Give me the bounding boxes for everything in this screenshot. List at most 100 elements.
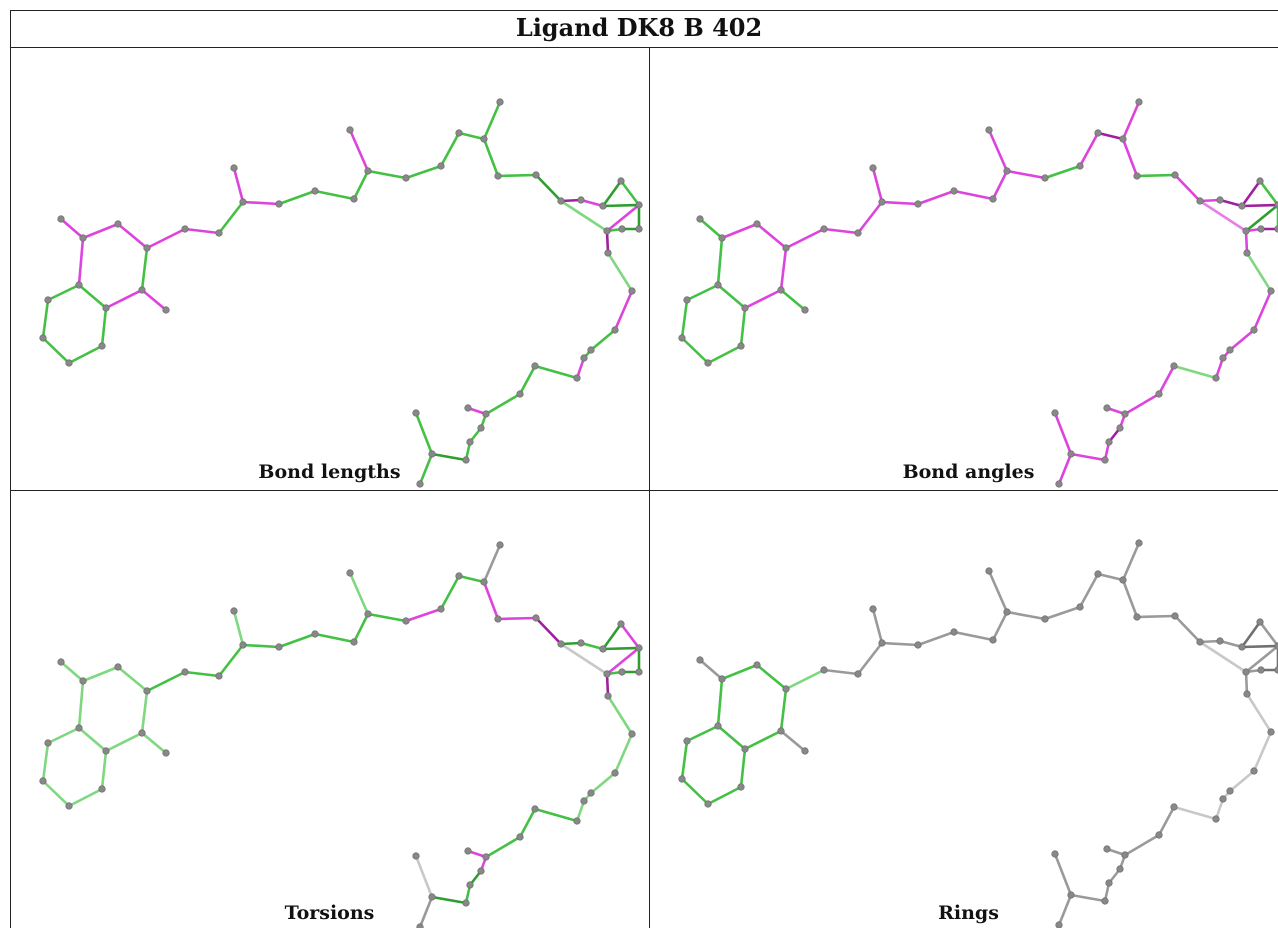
atom-marker — [1257, 666, 1265, 674]
bond-line — [1252, 289, 1273, 332]
atom-marker — [1219, 795, 1227, 803]
bond-line — [1135, 173, 1177, 178]
atom-marker — [1267, 287, 1275, 295]
atom-marker — [1250, 326, 1258, 334]
atom-marker — [635, 201, 643, 209]
title-divider — [10, 47, 1278, 48]
bond-line — [1244, 670, 1249, 696]
atom-marker — [428, 893, 436, 901]
bond-line — [680, 298, 689, 340]
atom-marker — [1257, 225, 1265, 233]
atom-marker — [1216, 196, 1224, 204]
bond-line — [496, 616, 538, 621]
bond-line — [589, 328, 617, 352]
atom-marker — [1196, 638, 1204, 646]
atom-marker — [820, 225, 828, 233]
caption-rings: Rings — [938, 902, 999, 924]
atom-marker — [138, 729, 146, 737]
bonds-group — [680, 541, 1278, 927]
atom-marker — [364, 610, 372, 618]
bond-line — [619, 622, 641, 650]
atom-marker — [683, 296, 691, 304]
bond-line — [140, 731, 168, 755]
bond-line — [533, 807, 579, 823]
atom-marker — [65, 802, 73, 810]
atom-marker — [678, 775, 686, 783]
atom-marker — [801, 306, 809, 314]
bond-line — [183, 670, 221, 678]
bond-line — [414, 411, 434, 456]
bond-line — [1121, 100, 1141, 141]
bond-line — [916, 630, 956, 647]
bond-line — [685, 724, 720, 743]
atom-marker — [311, 630, 319, 638]
atom-marker — [516, 833, 524, 841]
bond-line — [716, 236, 724, 287]
bond-line — [1121, 137, 1139, 178]
bond-line — [366, 612, 408, 623]
atom-marker — [437, 162, 445, 170]
atom-marker — [914, 200, 922, 208]
bond-line — [991, 169, 1009, 201]
atom-marker — [275, 643, 283, 651]
atom-marker — [1119, 576, 1127, 584]
bond-line — [81, 222, 120, 240]
bond-line — [1240, 179, 1262, 208]
bond-line — [81, 665, 120, 683]
bond-line — [1245, 692, 1273, 734]
atom-marker — [477, 867, 485, 875]
bond-line — [1157, 805, 1176, 837]
atom-marker — [854, 670, 862, 678]
caption-bond-angles: Bond angles — [902, 461, 1035, 483]
atom-marker — [618, 225, 626, 233]
bond-line — [1069, 452, 1107, 462]
atom-marker — [714, 281, 722, 289]
atom-marker — [455, 572, 463, 580]
bond-line — [518, 807, 537, 839]
atom-marker — [1274, 642, 1278, 650]
atom-marker — [617, 620, 625, 628]
atom-marker — [1212, 374, 1220, 382]
bond-line — [613, 732, 634, 775]
bond-line — [41, 298, 50, 340]
atom-marker — [683, 737, 691, 745]
bond-line — [1096, 572, 1125, 582]
atom-marker — [462, 456, 470, 464]
bond-line — [1053, 852, 1073, 897]
atom-marker — [1003, 608, 1011, 616]
atom-marker — [737, 783, 745, 791]
atom-marker — [346, 569, 354, 577]
atom-marker — [696, 215, 704, 223]
bond-line — [534, 173, 563, 203]
bond-line — [41, 336, 71, 365]
bond-line — [1173, 614, 1202, 644]
atom-marker — [696, 656, 704, 664]
grid-vertical — [649, 47, 650, 928]
bond-line — [716, 283, 747, 310]
atom-marker — [603, 227, 611, 235]
bond-line — [1218, 639, 1244, 649]
atom-marker — [1243, 690, 1251, 698]
bond-line — [1157, 364, 1176, 396]
atom-marker — [718, 675, 726, 683]
atom-marker — [617, 177, 625, 185]
bond-line — [277, 189, 317, 206]
atom-marker — [1105, 438, 1113, 446]
atom-marker — [57, 658, 65, 666]
grid-horizontal — [10, 490, 1278, 491]
atom-marker — [496, 541, 504, 549]
bond-line — [952, 189, 995, 201]
atoms-group — [39, 98, 643, 488]
bond-line — [1057, 452, 1073, 486]
bond-line — [1172, 805, 1218, 821]
bond-line — [784, 668, 826, 691]
atom-marker — [753, 220, 761, 228]
atom-marker — [1116, 424, 1124, 432]
atom-marker — [1051, 850, 1059, 858]
atom-marker — [1041, 174, 1049, 182]
bond-line — [1053, 411, 1073, 456]
atom-marker — [102, 304, 110, 312]
atom-marker — [215, 229, 223, 237]
page-title: Ligand DK8 B 402 — [515, 13, 763, 42]
bond-line — [104, 288, 144, 310]
